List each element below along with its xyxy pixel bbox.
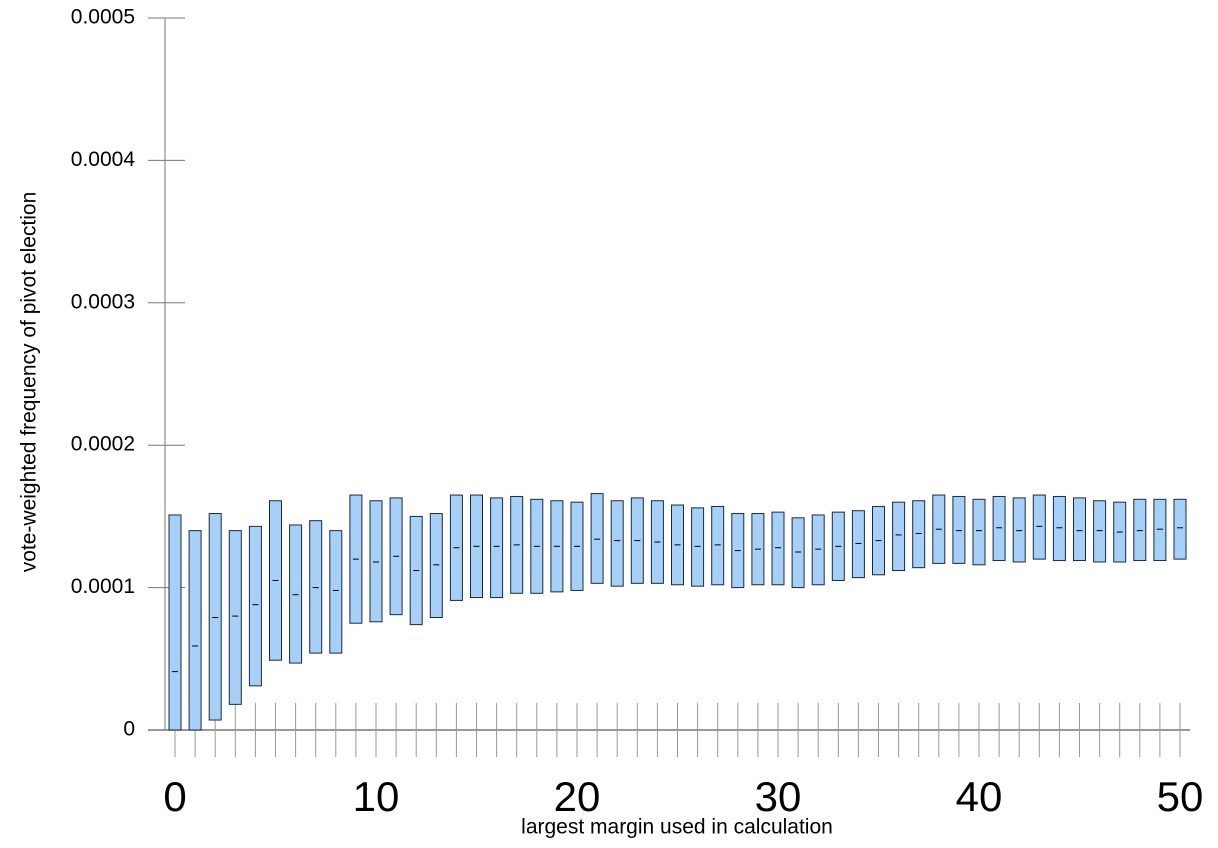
x-tick-label: 10 [353,773,400,820]
x-tick-label: 40 [956,773,1003,820]
range-box [1133,498,1147,562]
range-box [851,510,865,579]
range-box [892,501,906,572]
range-box [1012,497,1026,563]
y-tick-label: 0 [123,718,135,741]
range-box [248,525,262,687]
y-tick-label: 0.0004 [71,148,136,171]
range-box [1153,498,1167,562]
y-tick-label: 0.0003 [71,290,135,313]
range-box [429,513,443,619]
range-box [912,500,926,569]
range-box [208,513,222,721]
range-box [1052,495,1066,562]
range-box [691,507,705,587]
range-box [590,493,604,584]
range-box [972,498,986,566]
range-box [992,495,1006,562]
range-box [1073,497,1086,562]
x-tick-label: 20 [554,773,601,820]
range-box [188,530,202,731]
x-tick-label: 50 [1157,773,1204,820]
range-box [228,530,242,705]
y-tick-label: 0.0005 [71,6,135,29]
range-box [711,505,725,586]
range-box [369,500,383,623]
y-axis-title: vote-weighted frequency of pivot electio… [18,192,41,573]
range-box [771,511,785,586]
x-tick-label: 0 [163,773,186,820]
y-tick-label: 0.0002 [71,433,135,456]
range-box [1093,500,1107,563]
range-box [289,524,303,664]
range-box [168,514,182,731]
range-box [610,500,624,587]
range-box [1032,494,1046,560]
range-box [329,530,343,654]
range-box [952,495,966,564]
range-box [309,520,323,654]
range-box [490,497,504,599]
x-axis-title: largest margin used in calculation [521,816,833,839]
range-box [1173,498,1187,560]
y-tick-label: 0.0001 [71,575,135,598]
range-box [811,514,825,586]
x-tick-label: 30 [755,773,802,820]
range-box [791,517,805,589]
